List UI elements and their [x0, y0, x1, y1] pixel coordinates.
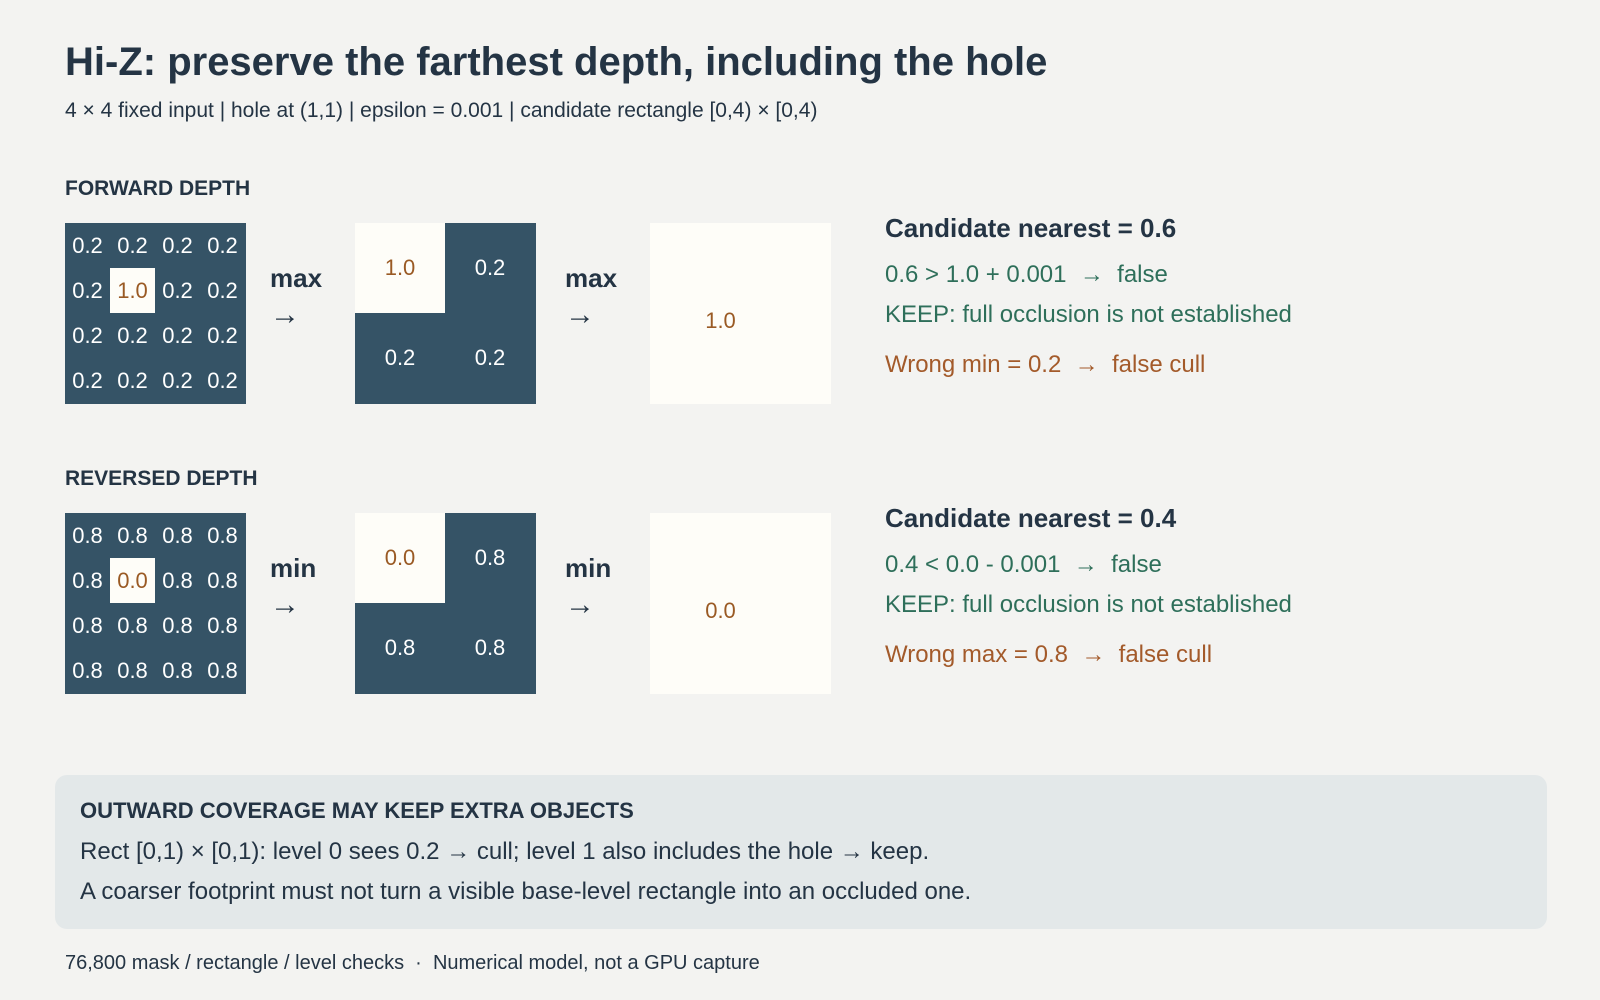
outward-coverage-panel: OUTWARD COVERAGE MAY KEEP EXTRA OBJECTS …: [55, 775, 1547, 929]
grid-cell: 0.8: [162, 522, 193, 548]
page-subtitle: 4 × 4 fixed input | hole at (1,1) | epsi…: [65, 99, 818, 122]
grid-cell: 0.8: [207, 567, 238, 593]
right-arrow-icon: →: [270, 588, 300, 621]
forward-depth-label: FORWARD DEPTH: [65, 177, 251, 200]
grid-cell: 0.8: [117, 522, 148, 548]
grid-cell: 0.8: [117, 612, 148, 638]
grid-cell: 0.2: [207, 277, 238, 303]
grid-cell: 0.2: [162, 232, 193, 258]
grid-cell: 0.8: [72, 567, 103, 593]
grid-cell: 0.2: [474, 345, 506, 370]
grid-cell: 0.2: [474, 255, 506, 280]
grid-cell: 0.2: [207, 367, 238, 393]
grid-cell: 0.8: [474, 545, 506, 570]
grid-cell: 0.2: [162, 277, 193, 303]
grid-cell: 0.2: [72, 367, 103, 393]
reversed-depth-label: REVERSED DEPTH: [65, 467, 258, 490]
page-title: Hi-Z: preserve the farthest depth, inclu…: [65, 40, 1048, 84]
reversed-level2-cell: 0.0: [650, 513, 831, 694]
level2-value: 1.0: [705, 307, 736, 333]
reversed-level0-grid: 0.8 0.8 0.8 0.8 0.8 0.0 0.8 0.8 0.8 0.8 …: [65, 513, 246, 694]
wrong-text: Wrong max = 0.8 → false cull: [885, 641, 1213, 668]
grid-cell: 0.8: [207, 612, 238, 638]
grid-cell: 0.2: [117, 232, 148, 258]
grid-cell: 0.8: [207, 522, 238, 548]
grid-cell: 0.2: [117, 367, 148, 393]
reduce-op-label: min: [270, 553, 317, 583]
level2-value: 0.0: [705, 597, 736, 623]
keep-text: KEEP: full occlusion is not established: [885, 591, 1292, 618]
keep-text: KEEP: full occlusion is not established: [885, 301, 1292, 328]
reduce-op-label: min: [565, 553, 612, 583]
grid-cell: 0.2: [72, 277, 103, 303]
comparison-text: 0.4 < 0.0 - 0.001 → false: [885, 551, 1162, 578]
grid-cell: 0.8: [384, 635, 416, 660]
grid-cell: 0.8: [72, 522, 103, 548]
grid-cell: 0.8: [72, 612, 103, 638]
grid-cell: 0.8: [474, 635, 506, 660]
panel-line-1: Rect [0,1) × [0,1): level 0 sees 0.2 → c…: [80, 838, 930, 865]
grid-cell: 0.8: [162, 567, 193, 593]
candidate-nearest: Candidate nearest = 0.6: [885, 213, 1177, 243]
forward-level2-cell: 1.0: [650, 223, 831, 404]
forward-level0-grid: 0.2 0.2 0.2 0.2 0.2 1.0 0.2 0.2 0.2 0.2 …: [65, 223, 246, 404]
panel-line-2: A coarser footprint must not turn a visi…: [80, 878, 972, 905]
hole-cell: 0.0: [355, 513, 445, 603]
grid-cell: 0.2: [207, 232, 238, 258]
grid-cell: 0.2: [117, 322, 148, 348]
reduce-op-label: max: [270, 263, 323, 293]
grid-cell: 0.8: [117, 657, 148, 683]
grid-cell: 0.8: [72, 657, 103, 683]
grid-cell: 0.8: [207, 657, 238, 683]
grid-cell: 0.2: [384, 345, 416, 370]
panel-title: OUTWARD COVERAGE MAY KEEP EXTRA OBJECTS: [80, 798, 634, 823]
grid-cell: 0.2: [162, 322, 193, 348]
right-arrow-icon: →: [270, 298, 300, 331]
right-arrow-icon: →: [565, 588, 595, 621]
right-arrow-icon: →: [565, 298, 595, 331]
grid-cell: 0.8: [162, 657, 193, 683]
hole-cell: 0.0: [110, 558, 155, 603]
grid-cell: 0.8: [162, 612, 193, 638]
reduce-op-label: max: [565, 263, 618, 293]
grid-cell: 0.2: [207, 322, 238, 348]
hole-cell: 1.0: [110, 268, 155, 313]
reversed-level1-grid: 0.0 0.8 0.8 0.8: [355, 513, 536, 694]
footer-note: 76,800 mask / rectangle / level checks ·…: [65, 952, 760, 974]
grid-cell: 0.2: [72, 322, 103, 348]
forward-level1-grid: 1.0 0.2 0.2 0.2: [355, 223, 536, 404]
candidate-nearest: Candidate nearest = 0.4: [885, 503, 1177, 533]
comparison-text: 0.6 > 1.0 + 0.001 → false: [885, 261, 1168, 288]
grid-cell: 0.2: [162, 367, 193, 393]
hole-cell: 1.0: [355, 223, 445, 313]
grid-cell: 0.2: [72, 232, 103, 258]
wrong-text: Wrong min = 0.2 → false cull: [885, 351, 1206, 378]
